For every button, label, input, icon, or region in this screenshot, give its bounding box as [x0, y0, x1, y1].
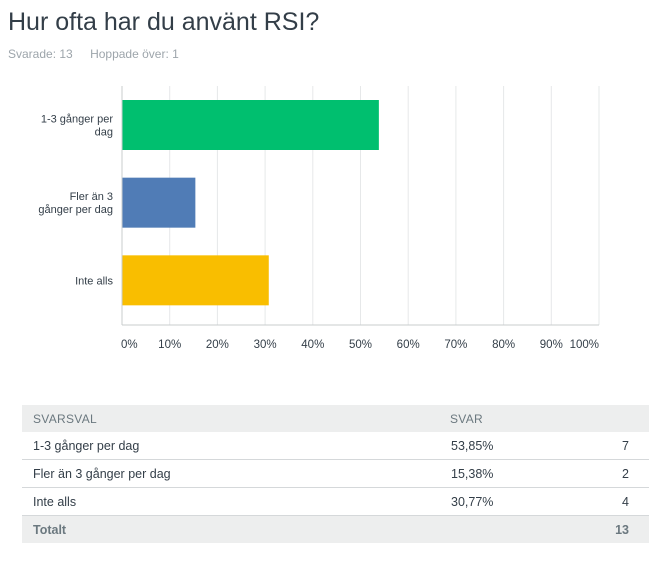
skipped-count: Hoppade över: 1 — [90, 47, 179, 61]
row-percent: 15,38% — [440, 459, 567, 488]
chart-tick-labels: 0% 10% 20% 30% 40% 50% 60% 70% 80% 90% 100% — [121, 339, 599, 351]
tick-label: 90% — [540, 339, 563, 351]
tick-label: 20% — [206, 339, 229, 351]
chart-bars — [122, 100, 379, 306]
tick-label: 10% — [158, 339, 181, 351]
table-row: Inte alls 30,77% 4 — [22, 487, 649, 516]
bar-chart: 1-3 gånger per dag Fler än 3 gånger per dag… — [38, 86, 600, 351]
total-count: 13 — [567, 515, 649, 543]
bar[interactable] — [122, 177, 196, 228]
response-stats: Svarade: 13 Hoppade över: 1 — [8, 47, 193, 61]
category-label: 1-3 gånger per dag — [41, 114, 113, 139]
tick-label: 70% — [444, 339, 467, 351]
header-count — [567, 405, 649, 432]
row-percent: 53,85% — [440, 432, 567, 460]
header-responses[interactable]: SVAR — [440, 405, 567, 432]
row-choice: Fler än 3 gånger per dag — [22, 459, 440, 488]
row-count: 4 — [567, 487, 649, 516]
table-header-row: SVARSVAL SVAR — [22, 405, 649, 432]
table-row: Fler än 3 gånger per dag 15,38% 2 — [22, 459, 649, 488]
bar[interactable] — [122, 100, 379, 150]
tick-label: 40% — [301, 339, 324, 351]
tick-label: 30% — [254, 339, 277, 351]
answered-count: Svarade: 13 — [8, 47, 73, 61]
category-label: Fler än 3 gånger per dag — [38, 191, 113, 216]
row-percent: 30,77% — [440, 487, 567, 516]
tick-label: 60% — [397, 339, 420, 351]
row-choice: Inte alls — [22, 487, 440, 516]
tick-label: 100% — [570, 339, 599, 351]
row-count: 2 — [567, 459, 649, 488]
bar[interactable] — [122, 255, 269, 306]
tick-label: 80% — [492, 339, 515, 351]
tick-label: 50% — [349, 339, 372, 351]
row-choice: 1-3 gånger per dag — [22, 432, 440, 460]
question-title: Hur ofta har du använt RSI? — [8, 8, 320, 36]
total-spacer — [440, 515, 567, 543]
table-row: 1-3 gånger per dag 53,85% 7 — [22, 432, 649, 460]
chart-axis — [121, 86, 599, 326]
chart-category-labels: 1-3 gånger per dag Fler än 3 gånger per dag… — [38, 114, 113, 288]
response-table: SVARSVAL SVAR 1-3 gånger per dag 53,85% … — [22, 405, 649, 543]
category-label: Inte alls — [75, 275, 113, 287]
total-label: Totalt — [22, 515, 440, 543]
tick-label: 0% — [121, 339, 138, 351]
row-count: 7 — [567, 432, 649, 460]
header-choice[interactable]: SVARSVAL — [22, 405, 440, 432]
table-total-row: Totalt 13 — [22, 515, 649, 543]
